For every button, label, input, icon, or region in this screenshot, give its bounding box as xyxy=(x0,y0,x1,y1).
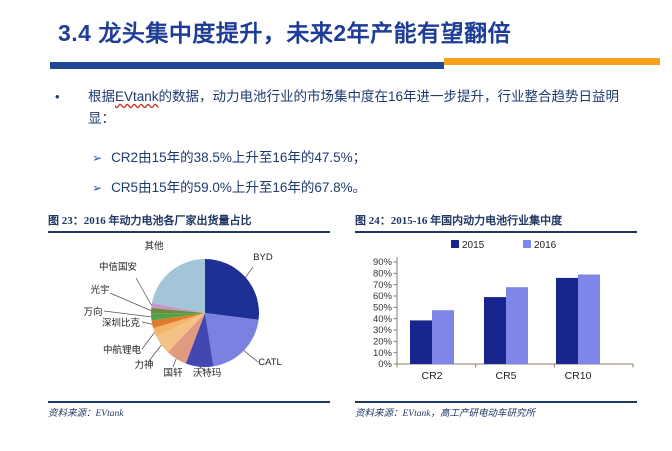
title-divider-orange xyxy=(444,58,660,65)
figure-24-caption-text: 2015-16 年国内动力电池行业集中度 xyxy=(390,215,563,227)
y-axis-tick-label: 0% xyxy=(378,359,392,370)
pie-label: BYD27.0% xyxy=(253,252,273,263)
pie-leader-line xyxy=(141,332,155,350)
figure-23-source: 资料来源：EVtank xyxy=(48,401,330,419)
pie-leader-line xyxy=(245,266,254,278)
main-bullet: • 根据EVtank的数据，动力电池行业的市场集中度在16年进一步提升，行业整合… xyxy=(55,86,640,130)
figure-23-pie-panel: 图 23：2016 年动力电池各厂家出货量占比 BYD27.0% CATL20.5… xyxy=(48,212,330,419)
evtank-brand: EVtank xyxy=(115,89,159,104)
pie-label: 中航锂电2.7% xyxy=(102,345,141,356)
y-axis-tick-label: 40% xyxy=(373,314,393,325)
figure-24-caption-prefix: 图 24： xyxy=(355,215,391,227)
legend-label: 2015 xyxy=(462,240,485,251)
figure-23-caption-prefix: 图 23： xyxy=(48,215,84,227)
pie-label: 国轩6.3% xyxy=(163,368,183,379)
arrow-bullet-icon: ➢ xyxy=(92,151,103,165)
x-axis-category-label: CR10 xyxy=(565,370,592,382)
pie-leader-line xyxy=(172,358,177,368)
pie-label: 万向2.1% xyxy=(83,307,103,318)
y-axis-tick-label: 90% xyxy=(373,257,393,268)
bar-2016 xyxy=(432,310,454,364)
pie-slice xyxy=(205,259,259,320)
pie-leader-line xyxy=(109,292,152,311)
pie-slice xyxy=(156,313,205,353)
legend-swatch xyxy=(523,240,531,248)
bar-2015 xyxy=(484,297,506,364)
pie-label: CATL20.5% xyxy=(258,357,282,368)
figure-23-caption-text: 2016 年动力电池各厂家出货量占比 xyxy=(83,215,252,227)
pie-slice xyxy=(205,313,259,367)
figure-24-caption: 图 24：2015-16 年国内动力电池行业集中度 xyxy=(355,212,637,233)
y-axis-tick-label: 70% xyxy=(373,280,393,291)
title-divider-navy xyxy=(50,62,444,69)
x-axis-category-label: CR2 xyxy=(421,370,442,382)
y-axis-tick-label: 50% xyxy=(373,303,393,314)
figure-24-bar-panel: 图 24：2015-16 年国内动力电池行业集中度 2015 2016 0% 10% 2… xyxy=(355,212,637,419)
pie-leader-line xyxy=(243,350,259,363)
page-title: 3.4 龙头集中度提升，未来2年产能有望翻倍 xyxy=(58,20,512,46)
pie-slice xyxy=(151,302,205,313)
bar-chart: 2015 2016 0% 10% 20% 30% 40% 50% 60% 70% 80% 90% CR2… xyxy=(355,233,637,401)
pie-leader-line xyxy=(199,366,204,370)
sub-bullet-cr2: ➢ CR2由15年的38.5%上升至16年的47.5%； xyxy=(92,146,366,166)
pie-leader-line xyxy=(148,344,162,362)
y-axis-tick-label: 30% xyxy=(373,325,393,336)
pie-label: 光宇1.6% xyxy=(90,285,110,296)
pie-slice xyxy=(151,259,205,313)
legend-swatch xyxy=(451,240,459,248)
arrow-bullet-icon: ➢ xyxy=(92,181,103,195)
pie-slice xyxy=(167,313,205,364)
y-axis-tick-label: 60% xyxy=(373,291,393,302)
pie-chart-svg xyxy=(103,259,259,370)
figure-24-source: 资料来源：EVtank，高工产研电动车研究所 xyxy=(355,401,637,419)
bullet-marker: • xyxy=(55,89,60,104)
bar-2016 xyxy=(578,274,600,364)
y-axis-tick-label: 80% xyxy=(373,269,393,280)
pie-label: 力神5.7% xyxy=(134,360,154,371)
pie-label: 其他22.0% xyxy=(144,241,164,252)
bar-2015 xyxy=(556,277,578,364)
bar-chart-svg: 2015 2016 0%10%20%30%40%50%60%70%80%90% CR2… xyxy=(373,240,634,382)
pie-slice xyxy=(185,313,214,368)
pie-leader-line xyxy=(135,277,152,306)
pie-label: 沃特玛8.3% xyxy=(192,368,222,379)
legend-label: 2016 xyxy=(534,240,557,251)
pie-slice xyxy=(151,313,205,329)
sub-bullet-cr5-text: CR5由15年的59.0%上升至16年的67.8%。 xyxy=(111,180,367,195)
figure-23-caption: 图 23：2016 年动力电池各厂家出货量占比 xyxy=(48,212,330,233)
main-bullet-prefix: 根据 xyxy=(88,89,115,104)
bar-2015 xyxy=(410,320,432,364)
sub-bullet-cr2-text: CR2由15年的38.5%上升至16年的47.5%； xyxy=(111,150,367,165)
bar-2016 xyxy=(506,287,528,364)
pie-label: 深圳比克2.3% xyxy=(101,318,140,329)
y-axis-tick-label: 20% xyxy=(373,337,393,348)
pie-slice xyxy=(150,307,205,314)
x-axis-category-label: CR5 xyxy=(495,370,516,382)
y-axis-tick-label: 10% xyxy=(373,348,393,359)
main-bullet-rest: 的数据，动力电池行业的市场集中度在16年进一步提升，行业整合趋势日益明显： xyxy=(88,89,620,126)
pie-leader-line xyxy=(103,310,152,318)
pie-label: 中信国安1.5% xyxy=(98,262,137,273)
pie-leader-line xyxy=(141,321,153,325)
pie-slice xyxy=(153,313,205,337)
main-bullet-text: 根据EVtank的数据，动力电池行业的市场集中度在16年进一步提升，行业整合趋势… xyxy=(88,86,640,130)
pie-chart: BYD27.0% CATL20.5% 沃特玛8.3% 国轩6.3% 力神5.7% 中航锂电… xyxy=(48,233,330,401)
sub-bullet-cr5: ➢ CR5由15年的59.0%上升至16年的67.8%。 xyxy=(92,176,366,196)
pie-slice xyxy=(151,313,205,321)
